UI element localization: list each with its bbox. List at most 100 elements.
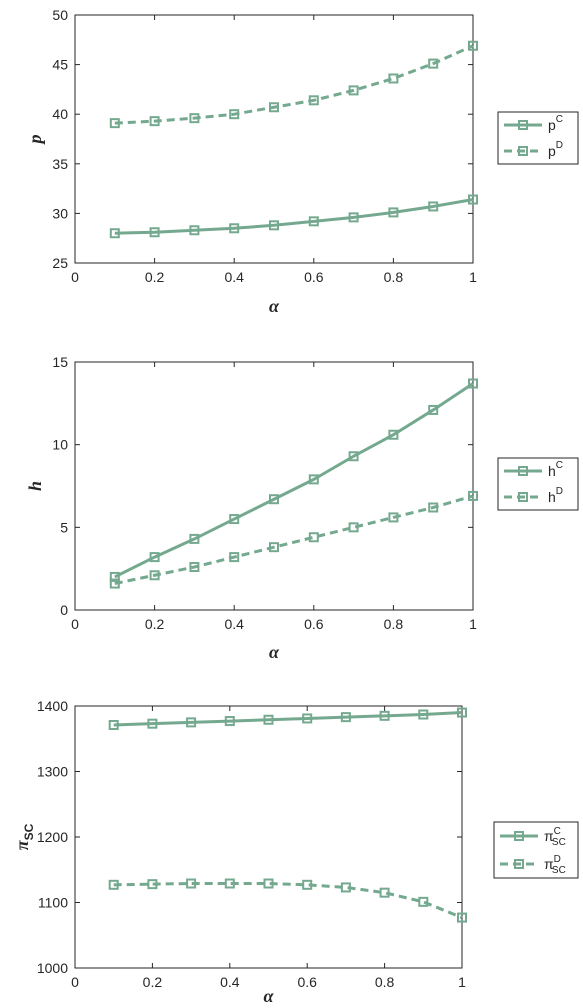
y-tick-label: 30 <box>52 205 68 221</box>
legend-entry-C: pC <box>548 114 563 133</box>
series-D-point <box>229 552 240 563</box>
legend-entry-sup: C <box>556 114 563 125</box>
y-axis-label: p <box>25 135 45 146</box>
series-D-point <box>468 40 478 51</box>
y-axis-label-main: π <box>12 839 32 850</box>
x-tick-label: 0.6 <box>297 974 317 990</box>
series-D-point <box>348 522 359 533</box>
y-axis-label-main: h <box>25 481 45 491</box>
legend-entry-sup: D <box>554 854 561 865</box>
axes-box <box>74 361 474 611</box>
series-D-point <box>108 879 119 890</box>
legend-entry-D: πD SC <box>544 854 566 876</box>
series-C-point <box>340 712 351 723</box>
legend-entry-base: h <box>548 489 556 505</box>
x-tick-label: 0.4 <box>220 974 240 990</box>
legend: hC hD <box>497 457 579 511</box>
series-D-point <box>263 878 274 889</box>
series-D-point <box>308 95 319 106</box>
series-C-point <box>302 713 313 724</box>
series-D-point <box>308 532 319 543</box>
series-D-point <box>269 542 279 553</box>
legend-entry-base: π <box>544 828 554 844</box>
series-C-point <box>418 709 429 720</box>
series-D-point <box>189 562 200 573</box>
legend-swatch-marker <box>518 120 528 130</box>
series-D-line <box>113 882 463 919</box>
x-tick-label: 0.4 <box>224 616 244 632</box>
y-tick-label: 25 <box>52 255 68 271</box>
y-axis-label-sub: SC <box>22 823 36 840</box>
series-D-point <box>468 490 478 501</box>
x-tick-label: 1 <box>469 616 477 632</box>
y-tick-label: 1000 <box>37 960 68 976</box>
y-tick-label: 45 <box>52 57 68 73</box>
x-tick-label: 0.2 <box>145 269 165 285</box>
series-D-point <box>428 58 439 69</box>
legend-entry-D: pD <box>548 140 563 159</box>
legend-entry-sub: SC <box>552 865 566 876</box>
series-C-point <box>269 220 279 231</box>
series-D-point <box>269 102 279 113</box>
series-D-point <box>189 113 200 124</box>
series-C-point <box>108 719 119 730</box>
y-tick-label: 5 <box>60 519 68 535</box>
series-C-point <box>308 216 319 227</box>
series-C-point <box>263 714 274 725</box>
series-C-point <box>149 227 160 238</box>
y-tick-label: 1200 <box>37 829 68 845</box>
series-C-point <box>428 201 439 212</box>
x-tick-label: 0.6 <box>304 269 324 285</box>
legend-entry-C: hC <box>548 460 563 479</box>
series-C-line <box>114 198 474 235</box>
series-D-point <box>388 73 399 84</box>
series-D-point <box>109 118 120 129</box>
series-D-point <box>147 879 158 890</box>
series-C-point <box>379 710 390 721</box>
legend-box <box>493 821 579 879</box>
legend-entry-base: π <box>544 856 554 872</box>
series-D-point <box>388 512 399 523</box>
series-D-line <box>114 44 474 125</box>
series-D-point <box>418 896 429 907</box>
series-D-point <box>302 879 313 890</box>
legend-swatch-marker <box>518 492 528 502</box>
x-tick-label: 0.8 <box>384 616 404 632</box>
x-tick-label: 0.2 <box>145 616 165 632</box>
y-axis-label-main: p <box>25 135 45 146</box>
legend-box <box>497 111 579 165</box>
series-C-point <box>269 494 279 505</box>
y-tick-label: 15 <box>52 354 68 370</box>
legend-entry-sup: D <box>556 140 563 151</box>
y-axis-label: πSC <box>12 823 36 850</box>
series-C-point <box>388 207 399 218</box>
y-tick-label: 40 <box>52 106 68 122</box>
y-tick-label: 1400 <box>37 698 68 714</box>
series-D-line <box>114 494 474 586</box>
series-D-point <box>149 570 160 581</box>
x-tick-label: 0 <box>71 974 79 990</box>
legend-entry-base: p <box>548 143 556 159</box>
series-C-point <box>468 194 478 205</box>
legend-entry-sub: SC <box>552 837 566 848</box>
x-tick-label: 0.2 <box>143 974 163 990</box>
y-tick-label: 10 <box>52 437 68 453</box>
series-C-point <box>109 571 120 582</box>
series-C-point <box>457 707 467 718</box>
legend-swatch-marker <box>514 859 524 869</box>
legend-entry-D: hD <box>548 486 563 505</box>
series-D-point <box>457 912 467 923</box>
series-C-line <box>114 382 474 579</box>
legend-entry-base: h <box>548 463 556 479</box>
series-D-point <box>109 578 120 589</box>
series-D-point <box>186 878 197 889</box>
series-C-point <box>147 718 158 729</box>
series-D-point <box>229 109 240 120</box>
x-tick-label: 1 <box>469 269 477 285</box>
series-C-point <box>428 404 439 415</box>
series-C-point <box>109 228 120 239</box>
y-axis-label: h <box>25 481 45 491</box>
